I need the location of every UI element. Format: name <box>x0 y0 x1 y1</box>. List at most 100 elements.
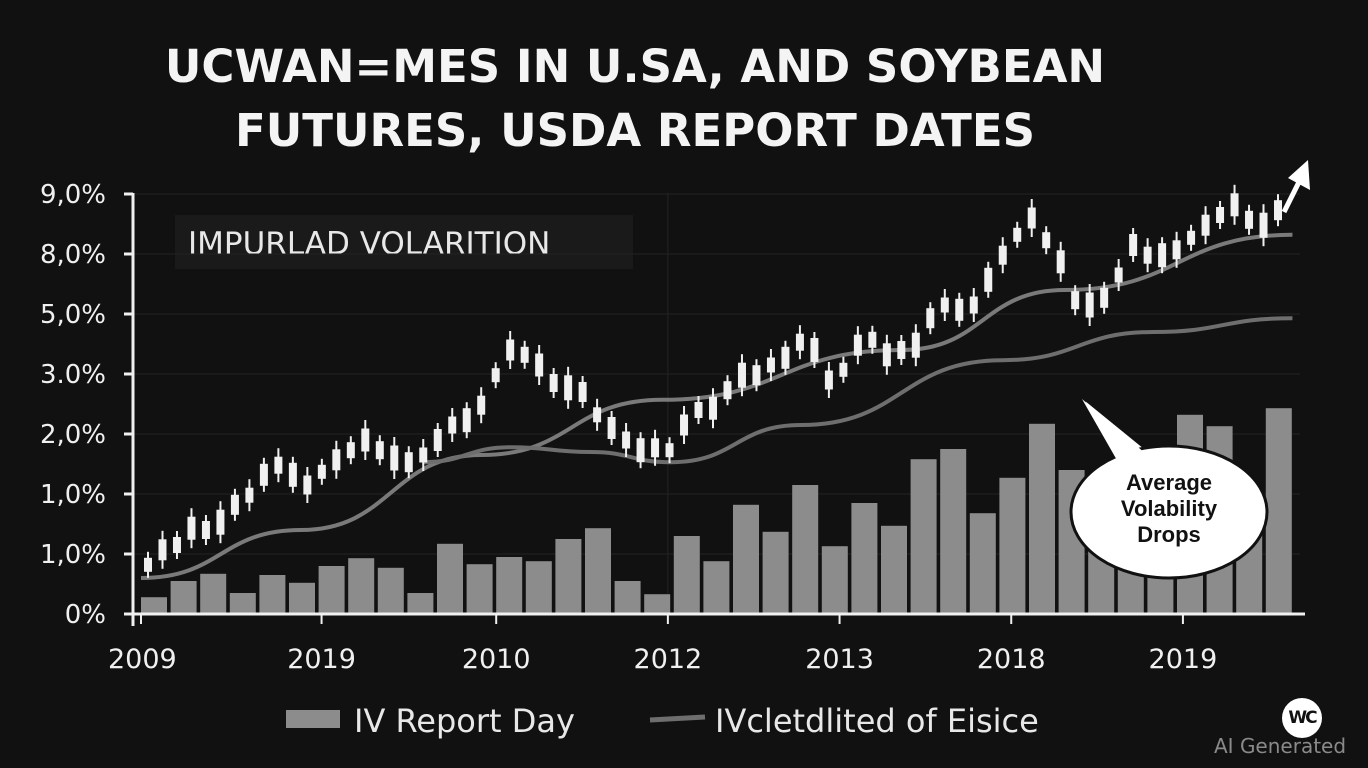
candle-body <box>1216 207 1225 223</box>
candle-body <box>694 402 703 418</box>
candle-body <box>462 408 471 433</box>
candle-body <box>998 245 1007 265</box>
candle-body <box>404 452 413 473</box>
bar <box>1265 408 1292 614</box>
x-tick-label: 2013 <box>805 644 874 675</box>
candle-body <box>230 494 239 515</box>
bar <box>200 573 227 614</box>
bar <box>585 528 611 614</box>
y-tick-label: 2,0% <box>40 420 106 450</box>
inset-label: IMPURLAD VOLARITION <box>188 226 550 262</box>
candle-body <box>259 463 268 486</box>
candle-body <box>911 332 920 358</box>
bar <box>792 485 819 614</box>
y-tick-label: 1,0% <box>40 540 106 570</box>
bar <box>881 525 907 614</box>
candle-body <box>723 381 732 400</box>
bar <box>259 575 286 614</box>
candle-body <box>709 396 717 420</box>
bar <box>466 564 493 614</box>
bar <box>644 594 671 614</box>
candle-body <box>491 368 500 383</box>
bar <box>969 513 996 614</box>
bar <box>555 539 582 614</box>
y-tick-label: 8,0% <box>40 240 106 270</box>
candle-body <box>1129 234 1138 256</box>
candle-body <box>303 475 312 495</box>
chart-title-line-1: UCWAN=MES IN U.SA, AND SOYBEAN <box>164 40 1106 93</box>
legend-label-line: IVcletdlited of Eisice <box>715 702 1039 740</box>
bar <box>496 557 523 614</box>
inset-label-box <box>175 215 633 269</box>
candle-body <box>390 445 399 471</box>
x-tick-label: 2010 <box>462 644 531 675</box>
candle-body <box>897 341 906 359</box>
candle-body <box>737 362 746 388</box>
candle-body <box>1071 291 1080 310</box>
candle-body <box>361 428 370 452</box>
candle-body <box>795 333 804 351</box>
candle-body <box>622 431 631 449</box>
candle-body <box>187 516 196 540</box>
candle-body <box>853 334 862 356</box>
candle-body <box>1013 227 1022 242</box>
candle-body <box>868 331 877 348</box>
candle-body <box>1274 200 1282 221</box>
annotation-text: Average Volability Drops <box>1121 470 1218 547</box>
candle-body <box>288 462 297 487</box>
x-tick-label: 2018 <box>977 644 1046 675</box>
x-tick-label: 2019 <box>1149 644 1218 675</box>
y-tick-label: 3.0% <box>40 360 106 390</box>
candle-body <box>651 438 660 458</box>
legend: IV Report Day IVcletdlited of Eisice <box>286 702 1039 740</box>
candle-body <box>433 429 442 451</box>
bar <box>1029 423 1055 614</box>
chart-title-line-2: FUTURES, USDA REPORT DATES <box>234 104 1036 157</box>
candle-body <box>1042 232 1051 249</box>
candle-body <box>926 308 935 329</box>
candle-body <box>1143 246 1152 264</box>
candle-body <box>781 346 790 369</box>
candle-body <box>810 338 819 362</box>
bar <box>407 593 434 614</box>
candle-body <box>1201 214 1210 236</box>
trend-arrow-icon <box>1281 160 1310 214</box>
candle-body <box>549 374 558 392</box>
candle-body <box>752 365 761 386</box>
candle-body <box>419 447 428 463</box>
candle-body <box>448 416 457 434</box>
candle-body <box>1158 243 1167 268</box>
bar <box>525 561 552 614</box>
candle-body <box>955 298 964 321</box>
candle-body <box>172 537 181 553</box>
bar <box>141 597 167 614</box>
candle-body <box>520 346 529 363</box>
x-tick-label: 2012 <box>634 644 703 675</box>
candle-body <box>940 297 949 313</box>
trend-line <box>140 232 1293 580</box>
bar <box>821 546 848 614</box>
logo-badge: WC <box>1282 698 1322 738</box>
candle-body <box>245 487 254 503</box>
candle-body <box>824 370 833 390</box>
candle-body <box>274 456 283 474</box>
candle-body <box>144 557 152 572</box>
candle-body <box>1085 292 1094 318</box>
bar <box>377 567 404 614</box>
candle-body <box>158 539 167 561</box>
bar <box>733 504 759 614</box>
candle-body <box>839 362 848 377</box>
bar <box>614 581 641 614</box>
candle-body <box>578 382 587 402</box>
bar <box>289 582 315 614</box>
candle-body <box>593 407 602 423</box>
bar <box>940 449 967 614</box>
candle-body <box>680 414 689 436</box>
candle-body <box>766 357 775 373</box>
legend-line-swatch <box>649 714 706 723</box>
y-tick-label: 1,0% <box>40 480 106 510</box>
candle-body <box>1245 210 1254 229</box>
candle-body <box>477 395 486 415</box>
candle-body <box>984 267 993 292</box>
bar <box>437 543 463 614</box>
